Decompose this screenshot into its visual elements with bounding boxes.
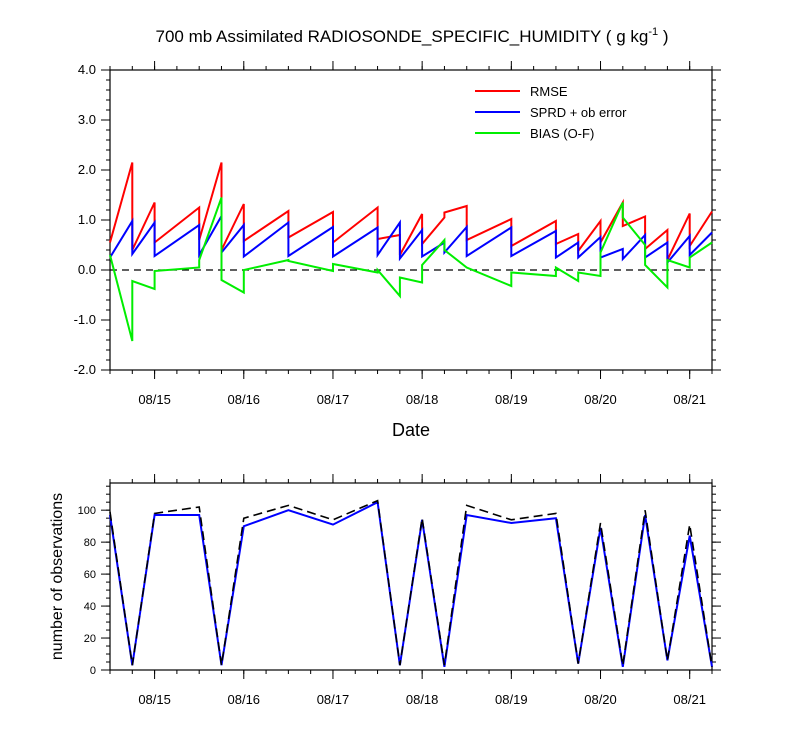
x-tick-label: 08/17 — [317, 692, 350, 707]
y-tick-label: 60 — [84, 569, 96, 581]
legend-label: SPRD + ob error — [530, 105, 627, 120]
y-tick-label: 4.0 — [78, 62, 96, 77]
x-tick-label: 08/20 — [584, 392, 617, 407]
series-line-bias-o-f- — [109, 197, 713, 342]
x-tick-label: 08/16 — [228, 392, 261, 407]
y-tick-label: 0.0 — [78, 262, 96, 277]
y-tick-label: 80 — [84, 537, 96, 549]
x-tick-label: 08/18 — [406, 392, 439, 407]
x-tick-label: 08/21 — [673, 692, 706, 707]
x-tick-label: 08/19 — [495, 392, 528, 407]
x-tick-label: 08/18 — [406, 692, 439, 707]
series-line-observations-assimilated — [109, 500, 713, 667]
y-axis-label: number of observations — [49, 493, 66, 660]
x-tick-label: 08/15 — [138, 392, 171, 407]
y-tick-label: -2.0 — [74, 362, 96, 377]
chart-title: 700 mb Assimilated RADIOSONDE_SPECIFIC_H… — [156, 26, 669, 46]
series-line-rmse — [109, 162, 713, 261]
series-line-observations-total — [109, 499, 713, 667]
chart-title-suffix: ) — [658, 27, 668, 46]
plot-frame-2 — [109, 482, 713, 671]
y-tick-label: -1.0 — [74, 312, 96, 327]
x-tick-label: 08/21 — [673, 392, 706, 407]
x-tick-label: 08/20 — [584, 692, 617, 707]
y-tick-label: 1.0 — [78, 212, 96, 227]
chart-title-exponent: -1 — [648, 26, 658, 38]
legend-label: BIAS (O-F) — [530, 126, 594, 141]
x-tick-label: 08/17 — [317, 392, 350, 407]
legend-label: RMSE — [530, 84, 568, 99]
series-line-sprd-ob-error — [109, 212, 713, 266]
x-tick-label: 08/19 — [495, 692, 528, 707]
x-tick-label: 08/15 — [138, 692, 171, 707]
y-tick-label: 40 — [84, 601, 96, 613]
x-axis-label: Date — [392, 420, 430, 440]
y-tick-label: 100 — [78, 505, 96, 517]
y-tick-label: 0 — [90, 665, 96, 677]
y-tick-label: 20 — [84, 633, 96, 645]
y-tick-label: 2.0 — [78, 162, 96, 177]
x-tick-label: 08/16 — [228, 692, 261, 707]
y-tick-label: 3.0 — [78, 112, 96, 127]
chart-title-main: 700 mb Assimilated RADIOSONDE_SPECIFIC_H… — [156, 27, 649, 46]
